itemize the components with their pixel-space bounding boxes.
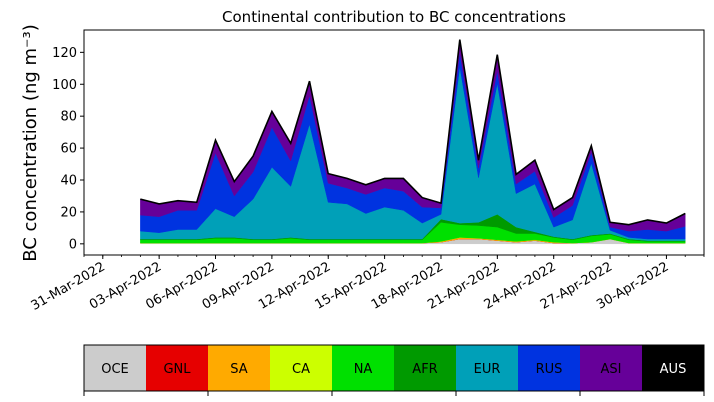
legend-label-oce: OCE [101, 362, 129, 377]
legend-swatch-na [332, 345, 394, 391]
y-tick-label: 40 [60, 174, 77, 189]
stacked-areas [140, 39, 686, 245]
legend-label-sa: SA [230, 362, 247, 377]
y-tick-label: 80 [60, 110, 77, 125]
legend-label-ca: CA [292, 362, 310, 377]
legend-label-eur: EUR [474, 362, 501, 377]
legend-colorbar: OCE GNL SA CA NA AFR EUR RUS ASI AUS [83, 344, 705, 396]
legend-swatch-eur [456, 345, 518, 391]
legend-swatch-sa [208, 345, 270, 391]
plot-frame [83, 29, 705, 256]
total-outline [140, 39, 686, 226]
y-tick-label: 20 [60, 205, 77, 220]
legend-swatch-rus [518, 345, 580, 391]
legend-swatch-aus [642, 345, 704, 391]
legend-label-na: NA [354, 362, 373, 377]
chart-title: Continental contribution to BC concentra… [222, 8, 566, 26]
legend-label-afr: AFR [412, 362, 437, 377]
legend-swatch-oce [84, 345, 146, 391]
legend-swatch-afr [394, 345, 456, 391]
y-axis-label: BC concentration (ng m⁻³) [20, 24, 41, 262]
legend-label-aus: AUS [660, 362, 687, 377]
legend-swatch-gnl [146, 345, 208, 391]
y-axis: 0 20 40 60 80 100 120 [52, 46, 84, 252]
y-tick-label: 120 [52, 46, 77, 61]
legend-frame [83, 344, 705, 392]
y-tick-label: 60 [60, 142, 77, 157]
y-tick-label: 100 [52, 78, 77, 93]
legend-label-gnl: GNL [163, 362, 191, 377]
legend-swatch-ca [270, 345, 332, 391]
x-axis: 31-Mar-202203-Apr-202206-Apr-202209-Apr-… [29, 255, 705, 314]
legend-label-rus: RUS [536, 362, 563, 377]
legend-swatch-asi [580, 345, 642, 391]
y-tick-label: 0 [69, 237, 77, 252]
legend-label-asi: ASI [601, 362, 622, 377]
